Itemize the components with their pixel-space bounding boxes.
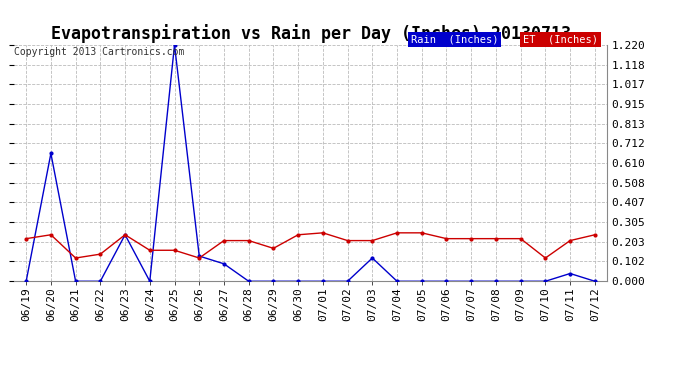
Text: Copyright 2013 Cartronics.com: Copyright 2013 Cartronics.com — [14, 47, 184, 57]
Text: Rain  (Inches): Rain (Inches) — [411, 34, 498, 44]
Title: Evapotranspiration vs Rain per Day (Inches) 20130713: Evapotranspiration vs Rain per Day (Inch… — [50, 24, 571, 44]
Text: ET  (Inches): ET (Inches) — [523, 34, 598, 44]
